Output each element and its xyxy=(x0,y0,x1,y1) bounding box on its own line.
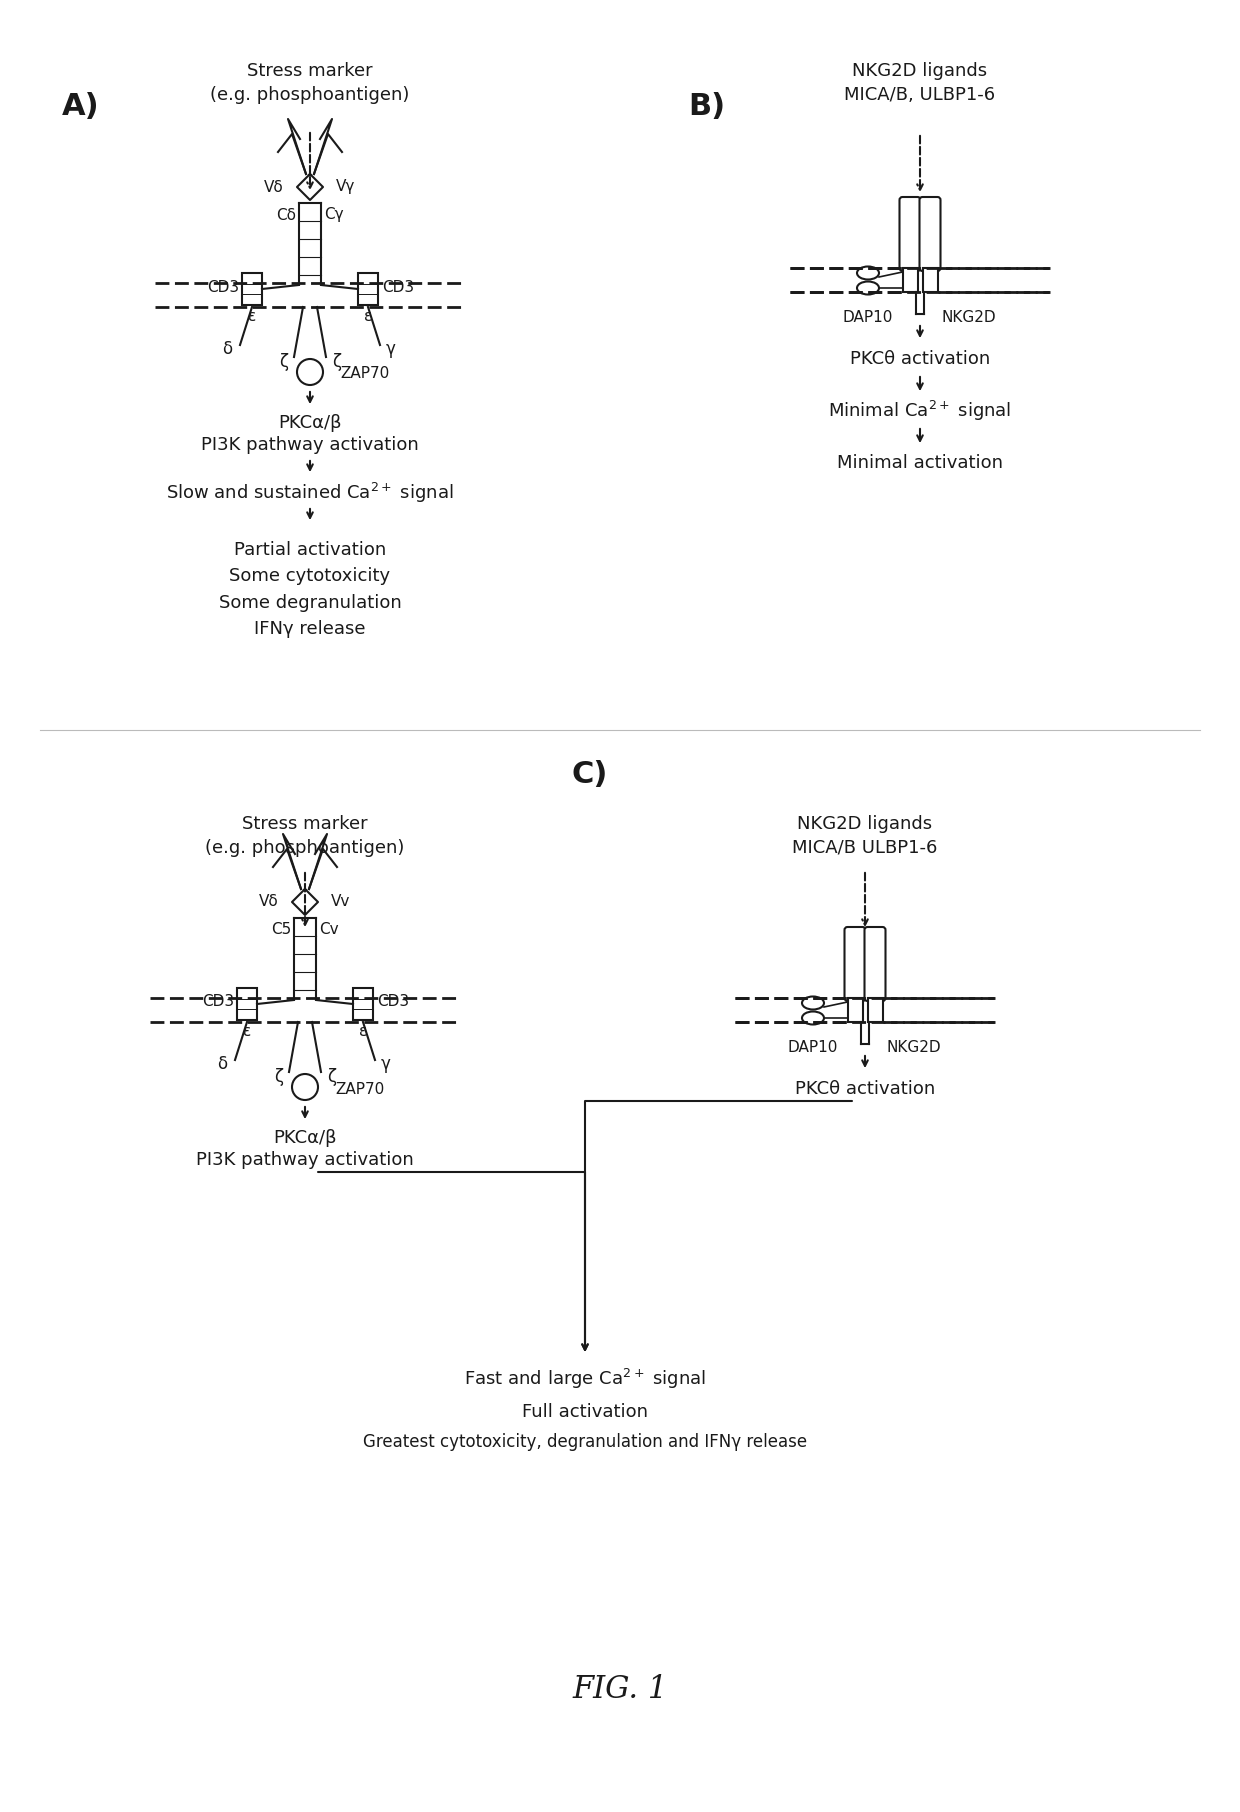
Bar xyxy=(237,988,257,1020)
Text: CD3: CD3 xyxy=(202,995,234,1009)
Text: Partial activation
Some cytotoxicity
Some degranulation
IFNγ release: Partial activation Some cytotoxicity Som… xyxy=(218,542,402,638)
Text: Vv: Vv xyxy=(331,895,351,910)
Text: NKG2D ligands
MICA/B ULBP1-6: NKG2D ligands MICA/B ULBP1-6 xyxy=(792,815,937,857)
Text: δ: δ xyxy=(217,1055,227,1073)
Text: ε: ε xyxy=(243,1024,252,1038)
Text: ζ: ζ xyxy=(279,353,288,371)
Text: B): B) xyxy=(688,92,725,121)
Text: PKCθ activation: PKCθ activation xyxy=(849,350,990,368)
Text: C): C) xyxy=(572,759,608,788)
Text: ZAP70: ZAP70 xyxy=(335,1082,384,1096)
Text: ζ: ζ xyxy=(332,353,341,371)
Text: PKCθ activation: PKCθ activation xyxy=(795,1080,935,1098)
Text: Vδ: Vδ xyxy=(259,895,279,910)
Text: ζ: ζ xyxy=(274,1067,283,1085)
Text: A): A) xyxy=(62,92,99,121)
Text: PI3K pathway activation: PI3K pathway activation xyxy=(201,437,419,455)
Text: Greatest cytotoxicity, degranulation and IFNγ release: Greatest cytotoxicity, degranulation and… xyxy=(363,1433,807,1451)
Text: ζ: ζ xyxy=(327,1067,336,1085)
Text: Stress marker
(e.g. phosphoantigen): Stress marker (e.g. phosphoantigen) xyxy=(211,62,409,103)
Text: NKG2D: NKG2D xyxy=(941,310,996,324)
Bar xyxy=(847,998,863,1022)
Bar xyxy=(923,268,937,292)
Text: DAP10: DAP10 xyxy=(843,310,893,324)
Text: CD3: CD3 xyxy=(377,995,409,1009)
Text: NKG2D: NKG2D xyxy=(887,1040,941,1055)
Text: ZAP70: ZAP70 xyxy=(340,366,389,382)
Bar xyxy=(358,274,378,304)
Text: ε: ε xyxy=(358,1024,367,1038)
FancyBboxPatch shape xyxy=(899,198,920,272)
Text: ε: ε xyxy=(248,310,257,324)
Text: Cγ: Cγ xyxy=(324,208,343,223)
Text: Stress marker
(e.g. phosphoantigen): Stress marker (e.g. phosphoantigen) xyxy=(206,815,404,857)
Text: Vδ: Vδ xyxy=(264,179,284,194)
Text: Cv: Cv xyxy=(319,922,339,937)
Text: PI3K pathway activation: PI3K pathway activation xyxy=(196,1151,414,1169)
Bar xyxy=(868,998,883,1022)
Text: Minimal activation: Minimal activation xyxy=(837,455,1003,471)
Bar xyxy=(353,988,373,1020)
Text: Cδ: Cδ xyxy=(277,208,296,223)
Text: CD3: CD3 xyxy=(207,279,239,295)
Text: PKCα/β: PKCα/β xyxy=(278,413,342,431)
Text: Slow and sustained Ca$^{2+}$ signal: Slow and sustained Ca$^{2+}$ signal xyxy=(166,480,454,506)
FancyBboxPatch shape xyxy=(920,198,940,272)
FancyBboxPatch shape xyxy=(864,928,885,1000)
Bar xyxy=(242,274,262,304)
Text: FIG. 1: FIG. 1 xyxy=(573,1674,667,1705)
Text: NKG2D ligands
MICA/B, ULBP1-6: NKG2D ligands MICA/B, ULBP1-6 xyxy=(844,62,996,103)
Bar xyxy=(903,268,918,292)
Text: C5: C5 xyxy=(270,922,291,937)
Text: DAP10: DAP10 xyxy=(787,1040,838,1055)
Text: ε: ε xyxy=(363,310,372,324)
Text: Fast and large Ca$^{2+}$ signal: Fast and large Ca$^{2+}$ signal xyxy=(464,1366,706,1392)
Text: PKCα/β: PKCα/β xyxy=(273,1129,337,1147)
Text: Vγ: Vγ xyxy=(336,179,356,194)
Text: γ: γ xyxy=(381,1055,391,1073)
Text: δ: δ xyxy=(222,341,232,359)
Text: Full activation: Full activation xyxy=(522,1402,649,1421)
Text: Minimal Ca$^{2+}$ signal: Minimal Ca$^{2+}$ signal xyxy=(828,399,1012,422)
Text: γ: γ xyxy=(386,341,396,359)
Text: CD3: CD3 xyxy=(382,279,414,295)
FancyBboxPatch shape xyxy=(844,928,866,1000)
